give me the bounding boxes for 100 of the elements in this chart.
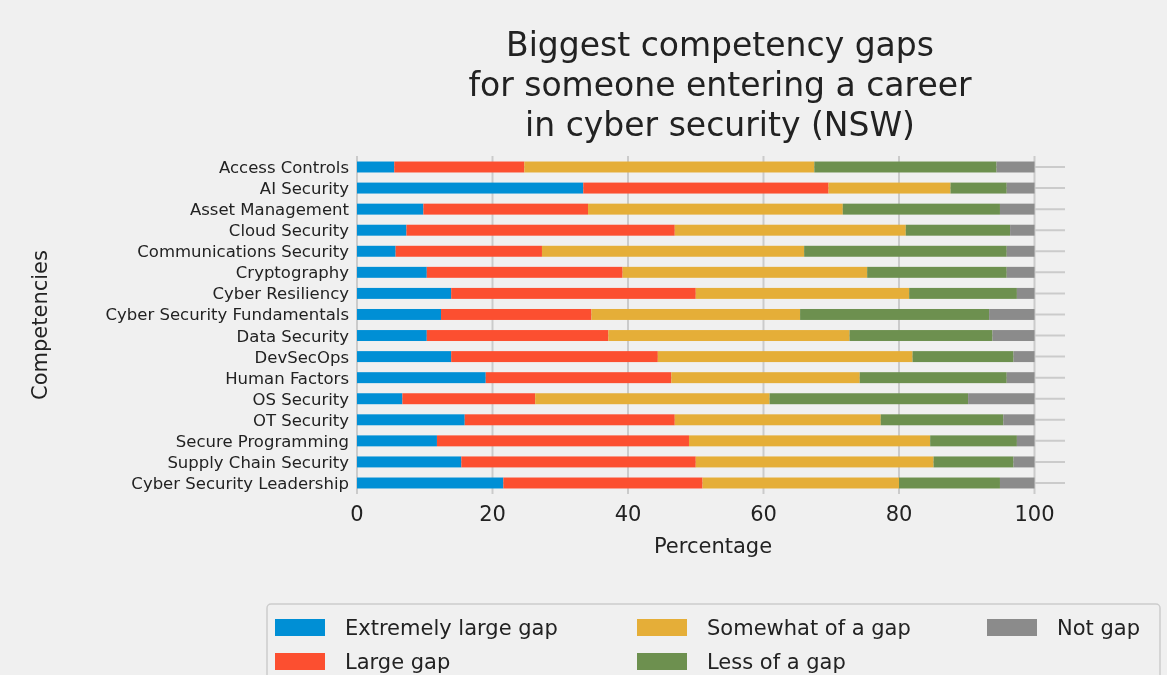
bar xyxy=(842,203,1000,215)
chart-title: Biggest competency gaps for someone entering a career in cyber security (NSW) xyxy=(468,25,973,144)
bar xyxy=(905,224,1011,236)
bar xyxy=(999,203,1035,215)
bar xyxy=(541,245,805,257)
y-tick-label: Asset Management xyxy=(189,200,350,220)
legend-label: Not gap xyxy=(1057,616,1140,640)
y-tick-label: OS Security xyxy=(252,389,350,409)
bar xyxy=(989,308,1035,320)
y-tick-label: Supply Chain Security xyxy=(167,452,350,472)
y-tick-label: Access Controls xyxy=(219,158,349,177)
y-axis-title: Competencies xyxy=(28,250,52,400)
y-tick-label: Cyber Security Leadership xyxy=(131,474,349,493)
legend-label: Less of a gap xyxy=(707,650,846,674)
bar xyxy=(583,182,829,194)
bar xyxy=(1006,182,1035,194)
bar xyxy=(859,372,1007,384)
legend-label: Large gap xyxy=(345,650,451,674)
bar xyxy=(769,393,969,405)
bar xyxy=(357,245,396,257)
bar xyxy=(1006,372,1035,384)
bar xyxy=(671,372,860,384)
bar xyxy=(912,351,1014,363)
x-tick-label: 60 xyxy=(750,502,777,526)
bar xyxy=(357,161,395,173)
bar xyxy=(909,287,1017,299)
bar xyxy=(608,330,850,342)
bar xyxy=(591,308,801,320)
bar xyxy=(451,351,658,363)
bar xyxy=(461,456,696,468)
bar xyxy=(999,477,1035,489)
bar xyxy=(867,266,1007,278)
bar xyxy=(357,393,403,405)
bar xyxy=(899,477,1000,489)
bar xyxy=(674,414,881,426)
bar xyxy=(1013,351,1035,363)
y-tick-label: Cloud Security xyxy=(228,221,350,241)
x-tick-label: 80 xyxy=(885,502,913,526)
bar xyxy=(451,287,696,299)
bar xyxy=(503,477,703,489)
bar xyxy=(357,182,584,194)
x-tick-label: 100 xyxy=(1014,502,1055,526)
bar xyxy=(688,435,931,447)
bar xyxy=(357,414,465,426)
bar xyxy=(950,182,1007,194)
bar xyxy=(357,435,437,447)
bar xyxy=(880,414,1004,426)
bar xyxy=(357,266,427,278)
bar xyxy=(1003,414,1035,426)
bar xyxy=(402,393,536,405)
bar xyxy=(1010,224,1035,236)
bar xyxy=(674,224,906,236)
bar xyxy=(992,330,1035,342)
bar xyxy=(395,245,542,257)
y-tick-label: Data Security xyxy=(236,326,350,346)
bar xyxy=(436,435,689,447)
x-axis-title: Percentage xyxy=(653,534,773,558)
bar xyxy=(426,266,623,278)
bar xyxy=(464,414,675,426)
y-tick-label: Cryptography xyxy=(235,263,350,283)
bar xyxy=(535,393,770,405)
bar xyxy=(406,224,675,236)
bar xyxy=(933,456,1014,468)
y-tick-label: Communications Security xyxy=(137,242,350,262)
bar xyxy=(485,372,672,384)
bar xyxy=(695,287,910,299)
bar xyxy=(1006,266,1035,278)
bar xyxy=(695,456,934,468)
bar xyxy=(588,203,843,215)
bar xyxy=(357,308,442,320)
bar xyxy=(1013,456,1035,468)
bar xyxy=(1016,287,1035,299)
bar xyxy=(702,477,900,489)
bar xyxy=(426,330,609,342)
bar xyxy=(968,393,1035,405)
x-tick-label: 0 xyxy=(350,502,364,526)
bar xyxy=(394,161,525,173)
bar xyxy=(800,308,990,320)
bar xyxy=(524,161,815,173)
bar xyxy=(357,477,504,489)
y-tick-label: OT Security xyxy=(252,410,350,430)
y-tick-label: Secure Programming xyxy=(175,431,349,451)
bar xyxy=(930,435,1017,447)
x-tick-label: 40 xyxy=(614,502,642,526)
legend-label: Somewhat of a gap xyxy=(707,616,911,640)
y-tick-label: DevSecOps xyxy=(254,347,349,367)
bar xyxy=(357,224,407,236)
y-tick-label: AI Security xyxy=(259,179,350,199)
bar xyxy=(657,351,913,363)
bar xyxy=(423,203,589,215)
bar xyxy=(357,330,427,342)
bar xyxy=(357,203,424,215)
bar xyxy=(357,351,452,363)
x-tick-label: 20 xyxy=(479,502,506,526)
y-tick-label: Human Factors xyxy=(225,368,349,388)
bar xyxy=(357,456,462,468)
bar xyxy=(814,161,997,173)
bar xyxy=(828,182,951,194)
bar xyxy=(804,245,1007,257)
bar xyxy=(357,372,486,384)
